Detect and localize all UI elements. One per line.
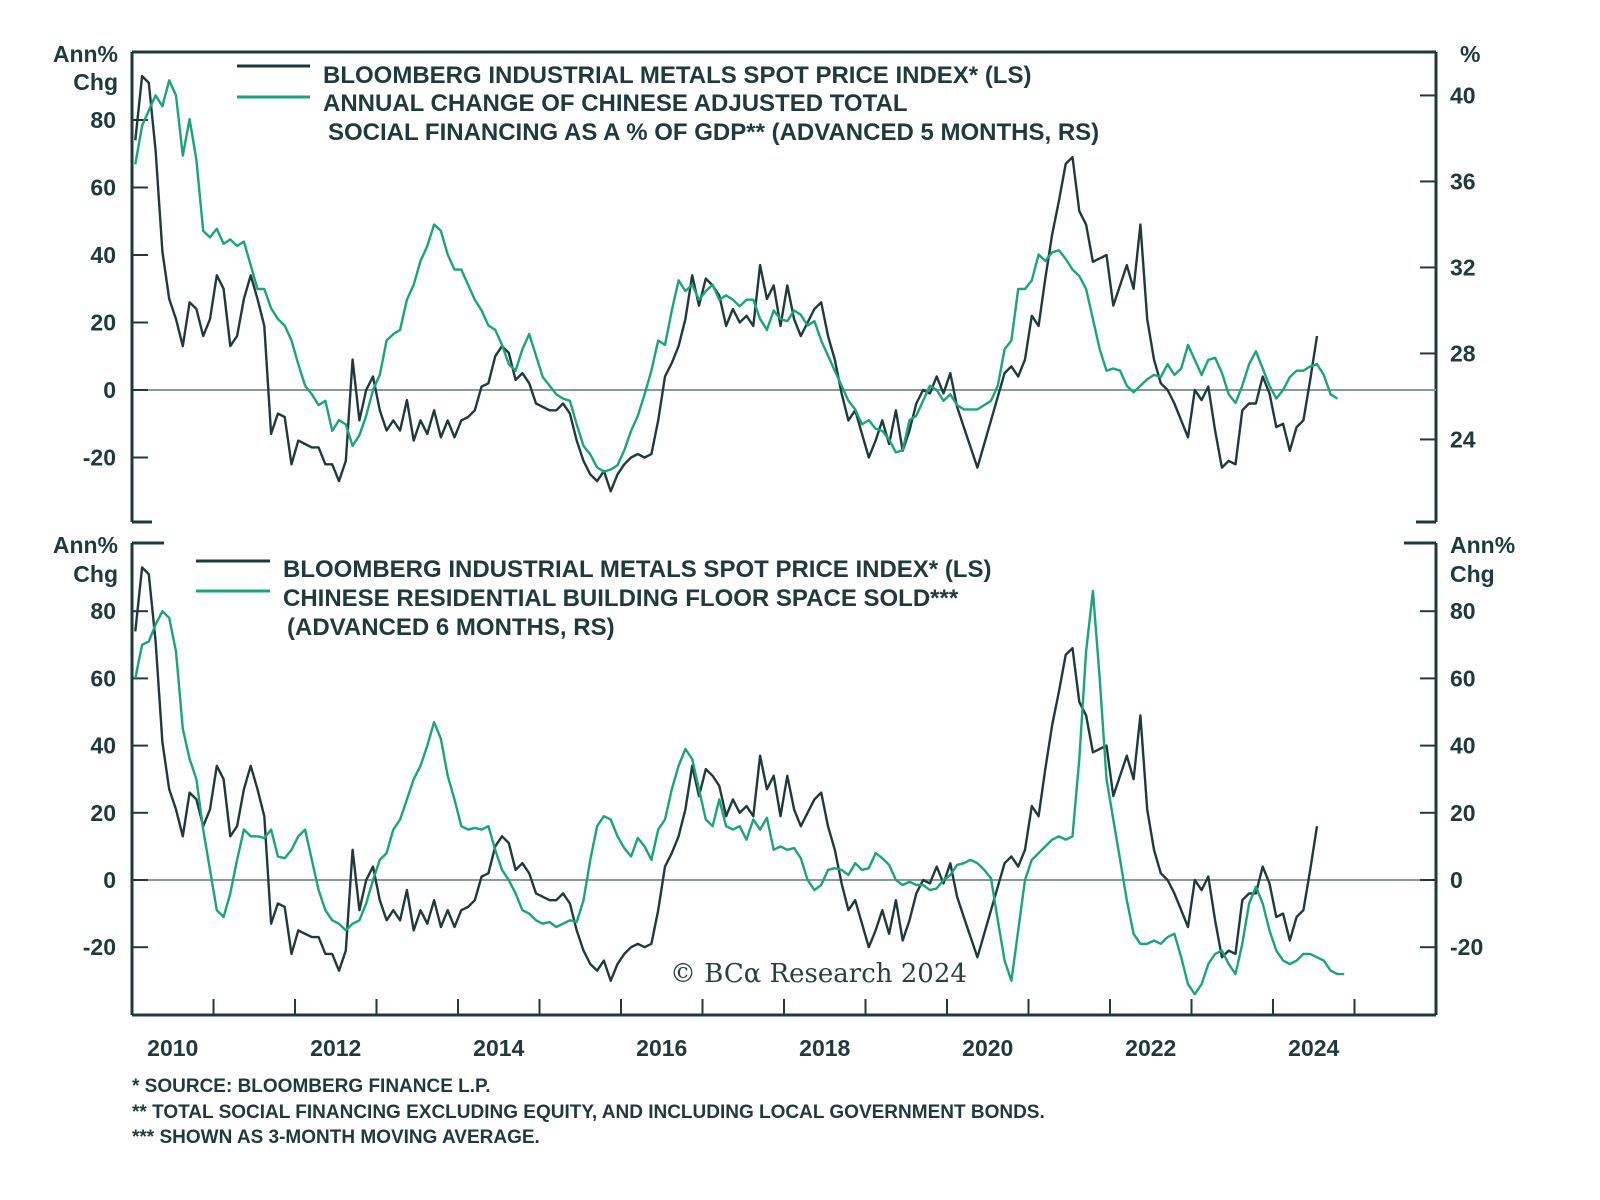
x-tick-label: 2016 <box>636 1035 687 1061</box>
right-tick-label: 80 <box>1450 598 1476 624</box>
legend-label: BLOOMBERG INDUSTRIAL METALS SPOT PRICE I… <box>283 556 991 583</box>
left-axis-label: Ann% <box>53 532 118 558</box>
right-tick-label: 40 <box>1450 733 1476 759</box>
x-tick-label: 2014 <box>473 1035 524 1061</box>
left-tick-label: 20 <box>90 800 116 826</box>
right-tick-label: 20 <box>1450 800 1476 826</box>
legend-label: BLOOMBERG INDUSTRIAL METALS SPOT PRICE I… <box>323 62 1031 89</box>
left-tick-label: 40 <box>90 733 116 759</box>
left-tick-label: 40 <box>90 242 116 268</box>
x-tick-label: 2010 <box>147 1035 198 1061</box>
footnote-1: * SOURCE: BLOOMBERG FINANCE L.P. <box>132 1076 491 1097</box>
right-tick-label: 28 <box>1450 340 1476 366</box>
panel-1: 80 60 40 20 0 -20 40 36 32 28 24 Ann%Chg% BLOOMBERG … <box>53 41 1480 524</box>
left-tick-label: 20 <box>90 310 116 336</box>
right-tick-label: 0 <box>1450 867 1463 893</box>
right-axis-label: Chg <box>1450 561 1495 587</box>
legend-label: SOCIAL FINANCING AS A % OF GDP** (ADVANC… <box>328 119 1099 146</box>
left-tick-label: 60 <box>90 665 116 691</box>
panel-2: 2010 2012 2014 2016 2018 2020 2022 202480604020… <box>53 532 1515 1061</box>
right-axis-label: Ann% <box>1450 532 1515 558</box>
legend-label: CHINESE RESIDENTIAL BUILDING FLOOR SPACE… <box>283 585 959 612</box>
left-axis-label: Chg <box>73 561 118 587</box>
legend-label: (ADVANCED 6 MONTHS, RS) <box>287 614 615 641</box>
right-tick-label: -20 <box>1450 934 1483 960</box>
left-axis-label: Ann% <box>53 41 118 67</box>
footnote-2: ** TOTAL SOCIAL FINANCING EXCLUDING EQUI… <box>132 1102 1045 1123</box>
left-tick-label: 80 <box>90 598 116 624</box>
series-line-metals <box>134 566 1319 982</box>
watermark: © BCα Research 2024 <box>670 959 967 989</box>
left-tick-label: -20 <box>83 445 116 471</box>
right-axis-label: % <box>1460 41 1480 67</box>
x-tick-label: 2012 <box>310 1035 361 1061</box>
footnote-3: *** SHOWN AS 3-MONTH MOVING AVERAGE. <box>132 1127 540 1148</box>
right-tick-label: 40 <box>1450 82 1476 108</box>
left-axis-label: Chg <box>73 69 118 95</box>
left-tick-label: 0 <box>103 377 116 403</box>
x-tick-label: 2020 <box>962 1035 1013 1061</box>
x-tick-label: 2024 <box>1288 1035 1339 1061</box>
right-tick-label: 32 <box>1450 254 1476 280</box>
series-line-green <box>134 79 1339 473</box>
left-tick-label: 0 <box>103 867 116 893</box>
left-tick-label: 80 <box>90 107 116 133</box>
left-tick-label: -20 <box>83 934 116 960</box>
x-tick-label: 2018 <box>799 1035 850 1061</box>
x-tick-label: 2022 <box>1125 1035 1176 1061</box>
left-tick-label: 60 <box>90 175 116 201</box>
right-tick-label: 24 <box>1450 426 1476 452</box>
series-line-green <box>134 589 1345 996</box>
right-tick-label: 60 <box>1450 665 1476 691</box>
right-tick-label: 36 <box>1450 168 1476 194</box>
legend-label: ANNUAL CHANGE OF CHINESE ADJUSTED TOTAL <box>323 90 907 117</box>
series-line-metals <box>134 74 1319 493</box>
